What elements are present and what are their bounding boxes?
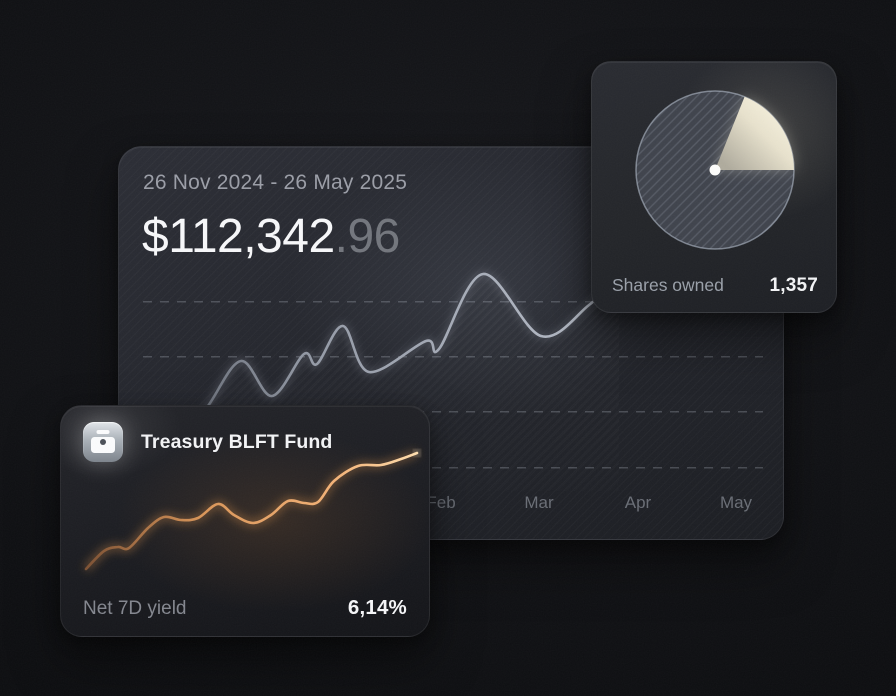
fund-metric-label: Net 7D yield — [83, 598, 187, 619]
shares-value: 1,357 — [769, 275, 818, 296]
x-axis-label: May — [719, 493, 753, 512]
date-range: 26 Nov 2024 - 26 May 2025 — [143, 171, 408, 194]
fund-title: Treasury BLFT Fund — [141, 430, 333, 453]
fund-line-glow — [83, 449, 419, 572]
fund-line — [84, 451, 419, 571]
fund-footer: Net 7D yield 6,14% — [83, 596, 407, 620]
shares-footer: Shares owned 1,357 — [612, 275, 818, 297]
shares-label: Shares owned — [612, 275, 724, 295]
shares-card[interactable]: Shares owned 1,357 — [591, 61, 837, 313]
balance-whole: $112,342 — [142, 210, 335, 263]
briefcase-icon — [83, 422, 123, 462]
fund-metric-value: 6,14% — [347, 596, 407, 619]
fund-line-endpoint-glow — [414, 450, 420, 456]
balance: $112,342.96 — [142, 209, 400, 264]
fund-card[interactable]: Treasury BLFT Fund Net 7D yield 6,14% — [60, 405, 430, 637]
x-axis-label: Feb — [426, 493, 456, 512]
pie-center-dot — [709, 164, 721, 176]
x-axis-label: Apr — [624, 493, 652, 512]
x-axis-label: Mar — [524, 493, 554, 512]
fund-header: Treasury BLFT Fund — [83, 422, 332, 462]
balance-fraction: .96 — [334, 210, 401, 263]
